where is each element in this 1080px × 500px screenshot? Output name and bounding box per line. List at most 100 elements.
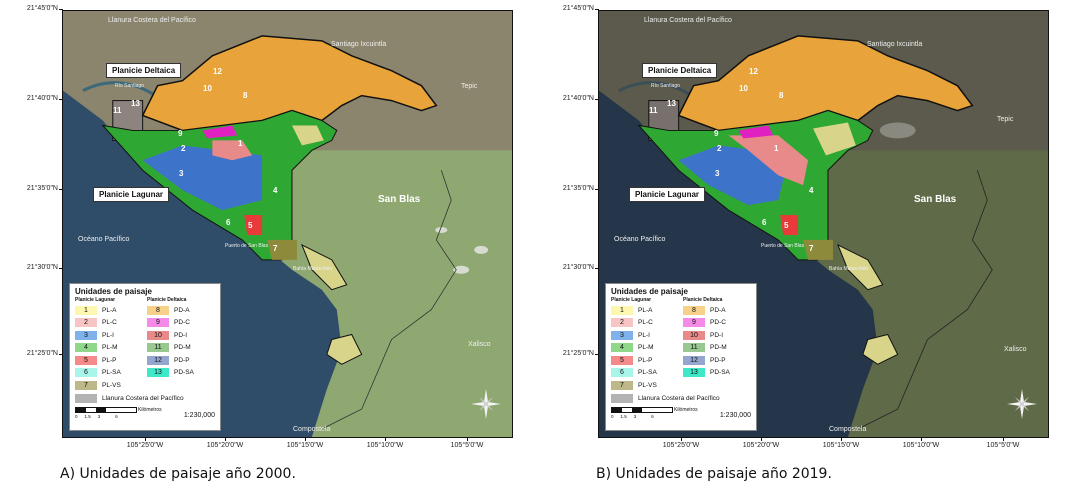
legend-swatch: 10 (147, 330, 169, 340)
unit-number: 3 (715, 169, 720, 178)
legend-code: PD-I (174, 331, 187, 339)
unit-number: 12 (749, 67, 758, 76)
y-tick: 21°30'0"N (0, 264, 63, 271)
unit-number: 12 (213, 67, 222, 76)
legend-swatch: 2 (611, 318, 633, 328)
unit-number: 4 (809, 186, 814, 195)
legend-item: 8 PD-A (147, 304, 213, 317)
unit-number: 10 (739, 84, 748, 93)
legend-item: 9 PD-C (147, 317, 213, 330)
scale-tick: 3 (633, 413, 637, 419)
legend-item: 11 PD-M (683, 342, 749, 355)
y-tick: 21°45'0"N (0, 5, 63, 12)
y-tick: 21°45'0"N (536, 5, 599, 12)
legend-item: 1 PL-A (75, 304, 141, 317)
legend-item: 12 PD-P (683, 354, 749, 367)
legend-code: PL-VS (102, 381, 121, 389)
place-label: Río Santiago (651, 83, 680, 89)
legend-code: PL-I (102, 331, 114, 339)
scale-unit: Kilómetros (138, 406, 162, 413)
legend-item: 13 PD-SA (683, 367, 749, 380)
y-tick: 21°40'0"N (0, 95, 63, 102)
legend-code: PD-SA (710, 369, 730, 377)
x-tick: 105°10'0"W (886, 437, 956, 449)
place-label: Tepic (461, 83, 478, 90)
legend-code: PL-A (102, 306, 117, 314)
scale-tick: 3 (97, 413, 101, 419)
unit-number: 6 (226, 218, 231, 227)
y-tick: 21°40'0"N (536, 95, 599, 102)
legend-item-llanura: Llanura Costera del Pacífico (611, 393, 751, 403)
place-label: Bahía Matanchén (829, 266, 869, 272)
figure-caption: B) Unidades de paisaje año 2019. (596, 466, 832, 482)
y-tick: 21°35'0"N (536, 185, 599, 192)
scale-ratio: 1:230,000 (719, 411, 751, 419)
legend-title: Unidades de paisaje (75, 287, 152, 296)
legend-item: 2 PL-C (75, 317, 141, 330)
figure-caption: A) Unidades de paisaje año 2000. (60, 466, 296, 482)
legend-code: PD-P (174, 356, 190, 364)
place-label: Tepic (997, 116, 1014, 123)
unit-number: 2 (181, 144, 186, 153)
x-tick: 105°5'0"W (432, 437, 502, 449)
legend-code: PL-I (638, 331, 650, 339)
region-label: Planicie Lagunar (629, 187, 706, 202)
legend-swatch: 1 (75, 305, 97, 315)
place-label: Xalisco (1004, 346, 1027, 353)
unit-number: 5 (248, 221, 253, 230)
legend-code: PL-P (638, 356, 653, 364)
legend: Unidades de paisaje Planicie Lagunar 1 PL… (605, 283, 757, 431)
legend-code: PL-C (638, 319, 653, 327)
unit-number: 13 (131, 99, 140, 108)
legend-group-header: Planicie Deltaica (683, 297, 723, 303)
legend-item: 6 PL-SA (611, 367, 677, 380)
legend-code: PD-M (174, 344, 191, 352)
scale-tick: 1.5 (620, 413, 627, 419)
region-label: Planicie Lagunar (93, 187, 170, 202)
legend-swatch: 7 (75, 380, 97, 390)
legend-item: 5 PL-P (75, 354, 141, 367)
legend-swatch: 11 (683, 343, 705, 353)
legend-code: PL-VS (638, 381, 657, 389)
place-label: Llanura Costera del Pacífico (108, 17, 196, 24)
legend-code: PD-SA (174, 369, 194, 377)
x-tick: 105°25'0"W (110, 437, 180, 449)
map-frame: Llanura Costera del Pacífico Santiago Ix… (62, 10, 513, 438)
place-label: Xalisco (468, 341, 491, 348)
y-tick: 21°25'0"N (0, 350, 63, 357)
legend-swatch: 13 (683, 368, 705, 378)
legend-swatch: 2 (75, 318, 97, 328)
legend-swatch: 5 (75, 355, 97, 365)
north-arrow-icon (471, 389, 501, 419)
place-label: Río Santiago (115, 83, 144, 89)
legend-label: Llanura Costera del Pacífico (638, 394, 720, 402)
legend-swatch: 3 (75, 330, 97, 340)
legend-swatch: 11 (147, 343, 169, 353)
x-tick: 105°15'0"W (806, 437, 876, 449)
unit-number: 11 (649, 106, 658, 115)
place-label: Océano Pacífico (78, 236, 130, 243)
scale-bar: Kilómetros 0 1.5 3 6 1:230,000 (611, 406, 751, 419)
legend-group-header: Planicie Lagunar (611, 297, 652, 303)
scale-tick: 6 (651, 413, 654, 419)
unit-number: 7 (273, 244, 278, 253)
legend-code: PD-A (174, 306, 190, 314)
scale-unit: Kilómetros (674, 406, 698, 413)
unit-number: 8 (243, 91, 248, 100)
scale-tick: 1.5 (84, 413, 91, 419)
legend-item: 10 PD-I (147, 329, 213, 342)
y-tick: 21°30'0"N (536, 264, 599, 271)
legend-code: PL-M (102, 344, 118, 352)
legend-swatch: 8 (147, 305, 169, 315)
unit-number: 13 (667, 99, 676, 108)
place-label: Llanura Costera del Pacífico (644, 17, 732, 24)
legend-code: PD-C (710, 319, 726, 327)
north-arrow-icon (1007, 389, 1037, 419)
legend-swatch: 5 (611, 355, 633, 365)
legend-swatch: 4 (75, 343, 97, 353)
map-graphic (63, 11, 512, 437)
y-tick: 21°25'0"N (536, 350, 599, 357)
x-tick: 105°10'0"W (350, 437, 420, 449)
legend-code: PL-M (638, 344, 654, 352)
legend-item: 4 PL-M (611, 342, 677, 355)
